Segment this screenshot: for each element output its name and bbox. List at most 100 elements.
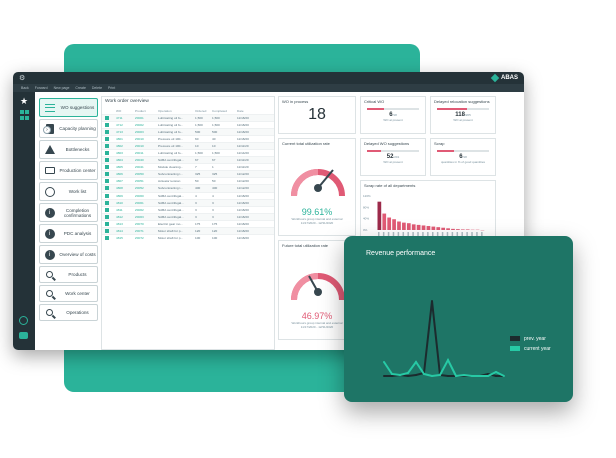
- data-point[interactable]: [487, 373, 489, 375]
- scrap-bar[interactable]: [436, 227, 441, 230]
- gear-icon[interactable]: ⚙: [19, 75, 26, 82]
- chat-icon[interactable]: [19, 332, 28, 339]
- data-point[interactable]: [391, 373, 393, 375]
- table-row[interactable]: 4801 Z0010 Pressure oil 100... 60 40 11/18/20: [102, 135, 274, 142]
- row-checkbox[interactable]: [105, 151, 109, 156]
- column-header[interactable]: Ordered: [195, 108, 207, 113]
- toolbar-new-page[interactable]: New page: [53, 86, 70, 90]
- nav-item-10[interactable]: Operations: [39, 304, 98, 321]
- scrap-bar[interactable]: [421, 225, 426, 230]
- table-row[interactable]: 4813 Z0070 Electric gear mo... 175 175 11/18/…: [102, 219, 274, 227]
- row-checkbox[interactable]: [105, 235, 109, 240]
- data-point[interactable]: [495, 371, 497, 373]
- scrap-bar[interactable]: [392, 219, 396, 230]
- column-header[interactable]: WO: [116, 108, 122, 113]
- toolbar-back[interactable]: Back: [21, 86, 29, 90]
- table-row[interactable]: 4804 Z0040 SABA centrifugal... 67 67 11/11/20: [102, 156, 274, 164]
- table-row[interactable]: 4808 Z0052 Subcontracting t... 400 400 11/12/…: [102, 184, 274, 192]
- nav-item-9[interactable]: Work center: [39, 285, 98, 302]
- scrap-bar[interactable]: [416, 224, 421, 230]
- table-row[interactable]: 4815 Z0072 Motor shaft for p... 100 100 11/18…: [102, 233, 274, 241]
- scrap-bar[interactable]: [411, 224, 416, 230]
- row-checkbox[interactable]: [105, 214, 109, 219]
- table-row[interactable]: 4811 Z0062 SABA centrifugal... 3 3 11/18/20: [102, 205, 274, 213]
- data-point[interactable]: [407, 375, 409, 377]
- table-row[interactable]: 4713 Z0003 Lubricating oil fo... 500 500 11/1…: [102, 128, 274, 136]
- row-checkbox[interactable]: [105, 137, 109, 142]
- scrap-bar[interactable]: [406, 223, 411, 230]
- scrap-bar[interactable]: [446, 228, 450, 230]
- scrap-bar[interactable]: [460, 229, 465, 230]
- table-row[interactable]: 4711 Z0001 Lubricating oil fo... 1,500 1,500…: [102, 114, 274, 122]
- column-header[interactable]: Completed: [212, 108, 227, 113]
- scrap-bar[interactable]: [397, 221, 401, 231]
- scrap-bar[interactable]: [431, 226, 436, 230]
- data-point[interactable]: [455, 375, 457, 377]
- table-row[interactable]: 4809 Z0060 SABA centrifugal... 4 4 11/18/20: [102, 191, 274, 199]
- data-point[interactable]: [383, 375, 385, 377]
- series-line-prev-year[interactable]: [384, 300, 504, 378]
- row-checkbox[interactable]: [105, 179, 109, 184]
- scrap-bar[interactable]: [441, 227, 446, 230]
- expand-chevron-icon[interactable]: ›: [43, 126, 51, 134]
- data-point[interactable]: [431, 375, 433, 377]
- scrap-bar[interactable]: [402, 222, 406, 230]
- apps-grid-icon[interactable]: [20, 110, 30, 120]
- toolbar-print[interactable]: Print: [108, 86, 116, 90]
- row-checkbox[interactable]: [105, 221, 109, 226]
- table-row[interactable]: 4805 Z0041 Module cleaning... 7 1 11/11/20: [102, 163, 274, 170]
- row-checkbox[interactable]: [105, 200, 109, 205]
- data-point[interactable]: [439, 374, 441, 376]
- data-point[interactable]: [415, 374, 417, 376]
- nav-item-8[interactable]: Products: [39, 266, 98, 283]
- data-point[interactable]: [423, 373, 425, 375]
- row-checkbox[interactable]: [105, 228, 109, 233]
- row-checkbox[interactable]: [105, 193, 109, 198]
- table-row[interactable]: 4806 Z0050 Subcontracting t... 325 325 11/12/…: [102, 170, 274, 178]
- row-checkbox[interactable]: [105, 144, 109, 149]
- scrap-bar[interactable]: [456, 229, 460, 230]
- data-point[interactable]: [383, 361, 385, 363]
- scrap-bar[interactable]: [451, 228, 455, 230]
- row-checkbox[interactable]: [105, 158, 109, 163]
- row-checkbox[interactable]: [105, 207, 109, 212]
- nav-item-4[interactable]: Work list: [39, 182, 98, 201]
- data-point[interactable]: [447, 359, 449, 361]
- data-point[interactable]: [487, 375, 489, 377]
- nav-item-3[interactable]: Production center: [39, 161, 98, 180]
- column-header[interactable]: Date: [237, 108, 244, 113]
- data-point[interactable]: [463, 374, 465, 376]
- data-point[interactable]: [495, 375, 497, 377]
- row-checkbox[interactable]: [105, 116, 109, 121]
- table-row[interactable]: 4803 Z0011 Lubricating oil fo... 1,500 1,500…: [102, 149, 274, 156]
- nav-item-2[interactable]: Bottlenecks: [39, 140, 98, 159]
- data-point[interactable]: [391, 375, 393, 377]
- toolbar-delete[interactable]: Delete: [91, 86, 103, 90]
- row-checkbox[interactable]: [105, 172, 109, 177]
- data-point[interactable]: [479, 375, 481, 377]
- data-point[interactable]: [447, 375, 449, 377]
- nav-item-5[interactable]: i Completion confirmations: [39, 203, 98, 222]
- data-point[interactable]: [431, 300, 433, 302]
- data-point[interactable]: [471, 375, 473, 377]
- table-row[interactable]: 4712 Z0002 Lubricating oil fo... 1,500 1,500…: [102, 121, 274, 128]
- row-checkbox[interactable]: [105, 130, 109, 135]
- table-row[interactable]: 4802 Z0010 Pressure oil 100... 10 10 11/11/20: [102, 142, 274, 150]
- data-point[interactable]: [407, 372, 409, 374]
- scrap-bar[interactable]: [377, 201, 382, 230]
- scrap-bar[interactable]: [387, 217, 392, 230]
- user-icon[interactable]: [19, 316, 28, 325]
- data-point[interactable]: [503, 375, 505, 377]
- nav-item-6[interactable]: i PDC analysis: [39, 224, 98, 243]
- data-point[interactable]: [399, 374, 401, 376]
- scrap-bar[interactable]: [382, 213, 387, 230]
- column-header[interactable]: Product: [135, 108, 146, 113]
- nav-item-0[interactable]: WO suggestions: [39, 98, 98, 117]
- table-row[interactable]: 4814 Z0071 Motor shaft for p... 120 120 11/18…: [102, 226, 274, 234]
- toolbar-forward[interactable]: Forward: [34, 86, 48, 90]
- star-icon[interactable]: ★: [19, 96, 29, 106]
- row-checkbox[interactable]: [105, 165, 109, 170]
- data-point[interactable]: [415, 361, 417, 363]
- table-row[interactable]: 4812 Z0063 SABA centrifugal... 3 3 11/18/20: [102, 212, 274, 220]
- table-row[interactable]: 4810 Z0061 SABA centrifugal... 3 3 11/18/20: [102, 198, 274, 206]
